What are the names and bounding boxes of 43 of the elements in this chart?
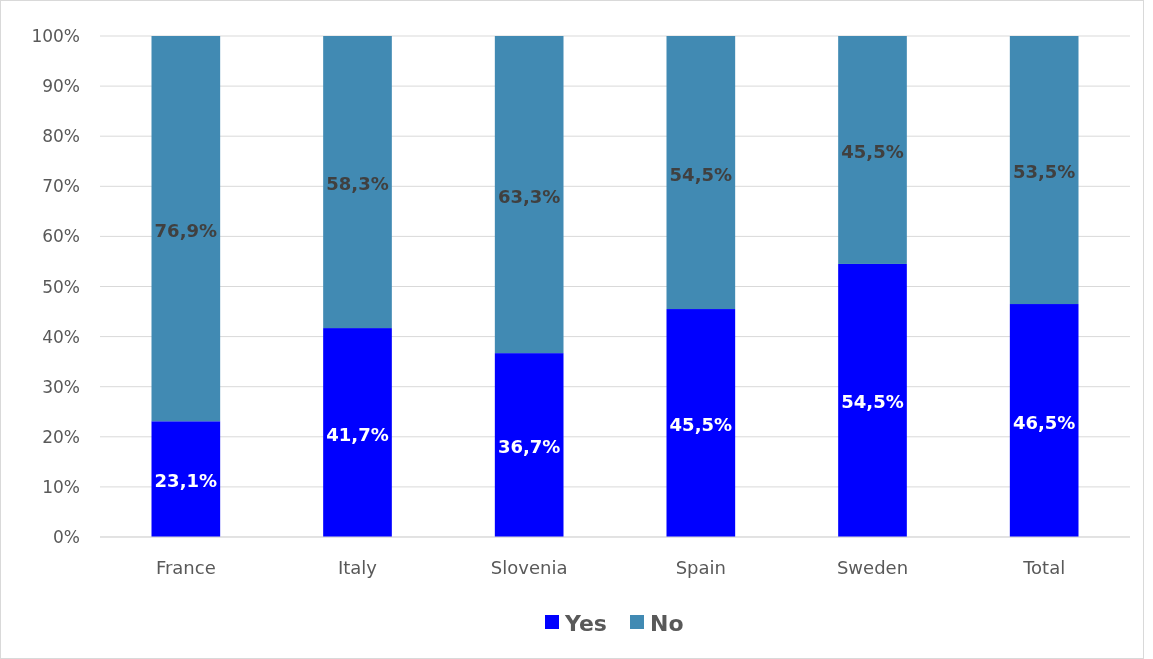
- bar: [151, 421, 221, 537]
- x-tick-label: Spain: [675, 557, 726, 578]
- data-label: 54,5%: [841, 391, 904, 413]
- y-tick-label: 100%: [31, 26, 80, 46]
- bar: [838, 36, 907, 264]
- data-label: 58,3%: [326, 173, 389, 195]
- x-tick-label: Slovenia: [490, 557, 568, 578]
- bar: [494, 353, 564, 537]
- data-label: 76,9%: [154, 219, 218, 241]
- bar: [666, 309, 736, 537]
- x-tick-label: France: [155, 557, 216, 578]
- data-label: 63,3%: [497, 185, 561, 207]
- bar: [1009, 304, 1079, 537]
- data-label: 36,7%: [497, 436, 561, 458]
- bar: [151, 36, 221, 422]
- bar: [838, 263, 907, 537]
- data-label: 54,5%: [669, 163, 733, 185]
- y-tick-label: 30%: [42, 376, 80, 397]
- y-tick-label: 50%: [42, 276, 80, 297]
- legend-label: Yes: [564, 611, 607, 636]
- data-label: 41,7%: [326, 423, 389, 445]
- x-tick-label: Italy: [337, 557, 378, 578]
- bar: [494, 36, 564, 354]
- bar: [1009, 36, 1079, 305]
- x-tick-label: Total: [1022, 557, 1066, 578]
- y-tick-label: 70%: [42, 176, 80, 197]
- y-tick-label: 20%: [42, 426, 80, 447]
- data-label: 45,5%: [841, 140, 904, 162]
- y-tick-label: 40%: [42, 326, 80, 347]
- legend-label: No: [650, 611, 684, 636]
- bar: [666, 36, 736, 310]
- x-tick-label: Sweden: [836, 557, 909, 578]
- y-tick-label: 90%: [42, 76, 80, 97]
- data-label: 53,5%: [1012, 161, 1076, 183]
- bar: [323, 36, 392, 329]
- y-tick-label: 60%: [42, 226, 80, 247]
- y-tick-label: 80%: [42, 126, 80, 147]
- data-label: 45,5%: [669, 414, 733, 436]
- bar: [323, 328, 392, 537]
- data-label: 46,5%: [1012, 411, 1076, 433]
- y-tick-label: 10%: [42, 476, 80, 497]
- y-tick-label: 0%: [53, 527, 80, 547]
- data-label: 23,1%: [154, 470, 218, 492]
